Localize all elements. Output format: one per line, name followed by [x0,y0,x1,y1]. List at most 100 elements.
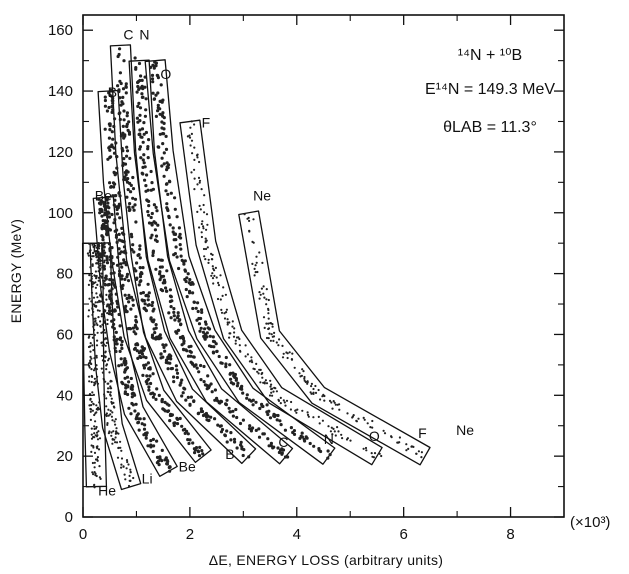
event-point [189,126,192,129]
event-point [107,408,110,411]
event-point [312,387,315,391]
event-point [248,219,251,222]
event-point [89,350,92,353]
event-point [175,215,179,219]
event-point [92,325,95,328]
event-point [130,387,134,391]
event-point [137,283,141,287]
event-point [90,374,93,378]
event-point [177,235,181,239]
event-point [110,143,114,147]
event-point [121,131,125,135]
event-point [207,327,212,331]
event-point [95,474,98,478]
event-point [288,351,291,354]
event-point [192,364,196,368]
event-point [247,398,252,402]
event-point [114,349,118,354]
event-point [94,434,97,437]
event-point [122,359,126,363]
event-point [151,449,155,454]
event-point [134,320,139,324]
event-point [104,380,107,383]
event-point [87,315,90,318]
event-point [268,332,271,335]
event-point [112,221,116,225]
event-point [108,145,112,149]
event-point [229,377,233,381]
event-point [205,239,208,242]
event-point [93,323,96,326]
event-point [278,338,281,341]
event-point [154,234,159,238]
event-point [150,233,154,237]
event-point [89,418,92,421]
event-point [265,298,268,301]
event-point [103,259,106,262]
event-point [130,401,134,406]
event-point [112,194,116,198]
event-point [175,371,180,375]
event-point [219,400,224,404]
event-point [118,349,122,353]
event-point [226,318,229,321]
event-point [278,448,283,452]
y-tick-label: 40 [56,387,73,404]
event-point [252,218,255,221]
event-point [236,381,240,385]
event-point [182,386,186,390]
event-point [113,309,117,313]
event-point [330,401,333,404]
reaction-label: ¹⁴N + ¹⁰B [458,47,522,64]
event-point [317,415,320,418]
event-point [138,147,142,151]
event-point [144,309,148,313]
event-point [103,283,107,287]
event-point [103,98,107,103]
event-point [154,93,158,97]
event-point [100,199,104,203]
event-point [123,293,127,297]
event-point [248,424,252,428]
event-point [118,79,122,83]
event-point [137,101,141,105]
event-point [129,471,132,474]
event-point [179,254,183,258]
event-point [259,293,262,296]
event-point [318,422,321,425]
event-point [244,355,247,358]
event-point [144,189,148,193]
event-point [272,390,275,393]
event-point [135,413,139,417]
event-point [122,261,126,265]
event-point [200,235,203,239]
event-point [219,274,222,277]
event-point [136,104,140,108]
event-point [118,194,122,198]
event-point [147,138,151,142]
event-point [97,430,100,433]
event-point [99,252,102,255]
event-point [134,67,138,71]
event-point [104,355,107,358]
event-point [149,445,153,449]
event-point [152,318,156,322]
event-point [158,278,162,282]
event-point [260,287,263,290]
event-point [267,298,270,302]
event-point [165,269,169,273]
event-point [250,356,253,359]
event-point [271,446,275,450]
event-point [205,418,209,422]
event-point [289,408,292,411]
event-point [91,255,94,258]
event-point [112,151,117,155]
event-point [141,172,145,176]
event-point [150,333,155,337]
event-point [114,205,118,209]
event-point [369,426,372,429]
event-point [105,293,108,296]
event-point [226,321,229,324]
event-point [145,374,149,378]
event-point [125,375,130,379]
